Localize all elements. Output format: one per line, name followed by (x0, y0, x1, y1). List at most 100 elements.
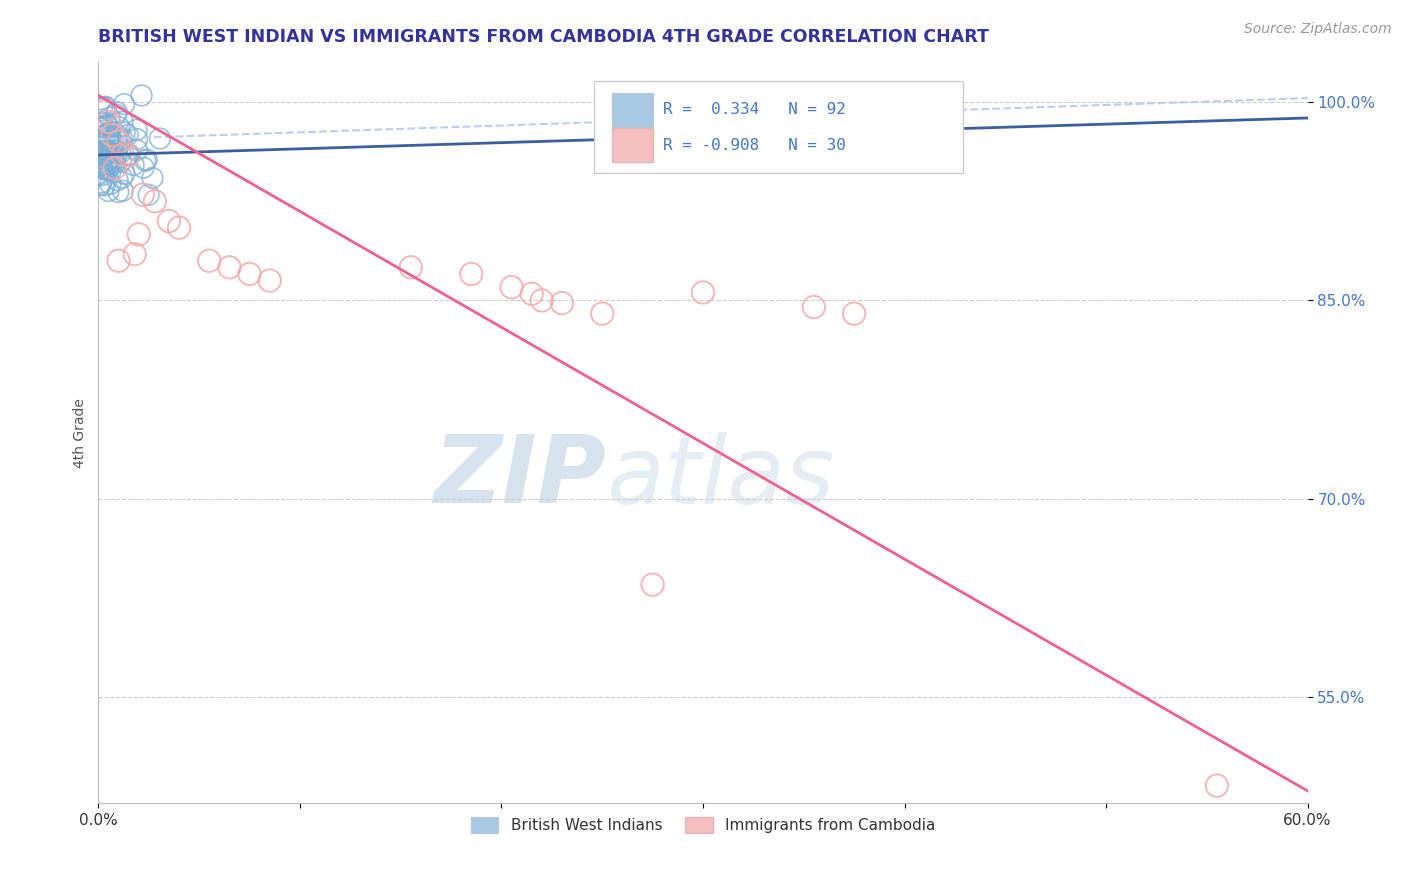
Point (460, 267, 482, 281)
Point (96, 135, 118, 149)
Point (149, 131, 172, 145)
Point (89, 167, 111, 181)
Point (141, 171, 163, 186)
Point (111, 148, 134, 162)
Point (94, 116, 117, 130)
Point (118, 148, 141, 162)
Text: BRITISH WEST INDIAN VS IMMIGRANTS FROM CAMBODIA 4TH GRADE CORRELATION CHART: BRITISH WEST INDIAN VS IMMIGRANTS FROM C… (98, 28, 990, 45)
Point (98, 146, 121, 161)
Point (110, 146, 132, 161)
Text: ZIP: ZIP (433, 431, 606, 523)
Point (107, 135, 129, 149)
Point (94, 161, 117, 176)
Legend: British West Indians, Immigrants from Cambodia: British West Indians, Immigrants from Ca… (465, 811, 941, 839)
Point (89, 155, 111, 169)
FancyBboxPatch shape (613, 93, 654, 127)
Point (501, 280, 523, 294)
Point (132, 187, 155, 202)
Point (97, 134, 120, 148)
Point (98, 111, 121, 125)
Point (103, 149, 125, 163)
Point (114, 125, 136, 139)
Point (91, 168, 114, 182)
Point (111, 131, 134, 145)
Point (93, 142, 115, 156)
Point (96, 153, 118, 168)
Point (101, 154, 124, 169)
FancyBboxPatch shape (595, 81, 963, 173)
Y-axis label: 4th Grade: 4th Grade (73, 398, 87, 467)
Point (124, 247, 146, 261)
Point (97, 184, 120, 198)
Point (105, 132, 128, 146)
Point (127, 143, 149, 157)
Point (110, 155, 132, 169)
Point (100, 139, 122, 153)
Text: R = -0.908   N = 30: R = -0.908 N = 30 (664, 138, 846, 153)
Point (157, 214, 180, 228)
Point (803, 300, 825, 314)
Point (97, 130, 120, 145)
Point (131, 88, 153, 103)
Point (107, 253, 129, 268)
Point (97, 115, 120, 129)
Point (90, 176, 112, 190)
Point (93, 123, 115, 137)
Point (108, 120, 131, 134)
Point (108, 133, 131, 147)
Point (111, 170, 134, 185)
Point (97, 137, 120, 152)
Point (93, 104, 115, 119)
Point (530, 293, 553, 308)
Point (198, 253, 221, 268)
Point (93, 129, 115, 144)
Point (98, 153, 121, 167)
Point (94, 128, 117, 143)
Point (259, 274, 281, 288)
Point (97, 157, 120, 171)
Point (105, 105, 128, 120)
Point (107, 173, 129, 187)
Point (112, 167, 135, 181)
Point (97, 143, 120, 157)
Point (93, 178, 115, 193)
Point (89, 158, 111, 172)
Point (551, 296, 574, 310)
Point (91, 157, 114, 171)
Point (104, 151, 127, 165)
Point (96, 118, 118, 132)
Text: Source: ZipAtlas.com: Source: ZipAtlas.com (1244, 22, 1392, 37)
Point (97, 163, 120, 178)
Point (94, 100, 117, 114)
Point (100, 163, 122, 178)
Point (98, 125, 121, 139)
Point (167, 220, 190, 235)
Point (104, 156, 127, 170)
Point (218, 260, 240, 275)
FancyBboxPatch shape (613, 128, 654, 162)
Point (98, 150, 121, 164)
Point (112, 97, 135, 112)
Point (117, 148, 139, 162)
Point (138, 187, 160, 202)
Point (107, 185, 129, 199)
Point (87, 136, 110, 151)
Point (239, 267, 262, 281)
Point (105, 128, 128, 142)
Point (399, 260, 422, 275)
Point (91, 101, 114, 115)
Point (94, 148, 117, 162)
Point (100, 132, 122, 146)
Point (87, 120, 110, 135)
Point (98, 129, 121, 144)
Point (111, 184, 134, 198)
Point (692, 285, 714, 300)
Point (101, 141, 124, 155)
Point (105, 107, 128, 121)
Point (844, 307, 866, 321)
Point (93, 148, 115, 162)
Point (93, 136, 115, 151)
Point (94, 101, 117, 115)
Point (108, 138, 131, 153)
Point (122, 158, 145, 172)
